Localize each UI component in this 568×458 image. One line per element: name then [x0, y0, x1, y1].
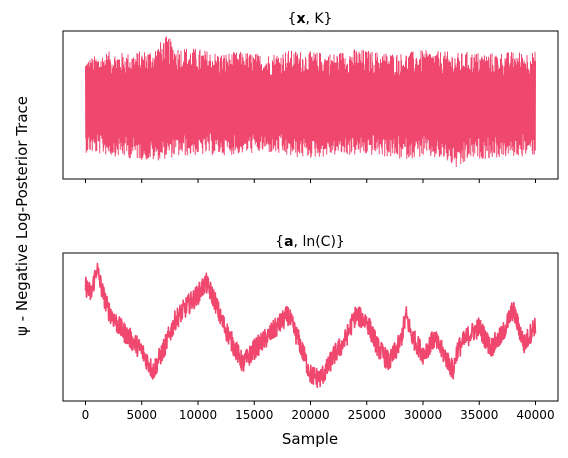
x-tick-label: 30000	[404, 408, 442, 422]
x-tick-label: 25000	[348, 408, 386, 422]
x-tick-label: 5000	[126, 408, 157, 422]
subplot-bottom-frame	[62, 252, 559, 402]
subplot-bottom-x-ticks: 0 5000 10000 15000 20000 25000 30000 35000 40000	[82, 401, 555, 422]
subplot-top-trace	[85, 36, 536, 167]
x-tick-label: 20000	[291, 408, 329, 422]
x-tick-label: 40000	[516, 408, 554, 422]
subplot-bottom-trace	[84, 262, 537, 389]
subplot-bottom-title: {a, ln(C)}	[275, 234, 345, 250]
subplot-top-x-ticks	[85, 179, 536, 183]
figure-xlabel: Sample	[282, 430, 338, 448]
subplot-top-frame	[62, 30, 559, 180]
figure-ylabel: ψ - Negative Log-Posterior Trace	[13, 96, 31, 336]
x-tick-label: 10000	[179, 408, 217, 422]
x-tick-label: 15000	[235, 408, 273, 422]
subplot-top-title: {x, K}	[288, 11, 333, 27]
x-tick-label: 0	[82, 408, 90, 422]
x-tick-label: 35000	[460, 408, 498, 422]
subplot-bottom: {a, ln(C)} 0 5000 10000 15000 20000 25000 3000…	[62, 234, 559, 422]
subplot-top: {x, K}	[62, 11, 559, 183]
